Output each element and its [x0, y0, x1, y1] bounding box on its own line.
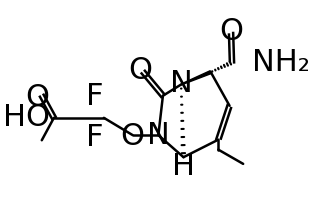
Polygon shape — [181, 71, 211, 85]
Text: F: F — [86, 82, 104, 111]
Text: O: O — [128, 56, 152, 85]
Text: H: H — [172, 152, 195, 181]
Text: NH₂: NH₂ — [252, 48, 310, 77]
Text: O: O — [121, 122, 145, 151]
Text: HO: HO — [3, 103, 50, 132]
Text: F: F — [86, 123, 104, 152]
Text: N: N — [170, 69, 192, 98]
Text: N: N — [147, 121, 170, 150]
Text: O: O — [219, 17, 243, 46]
Text: O: O — [25, 83, 49, 112]
